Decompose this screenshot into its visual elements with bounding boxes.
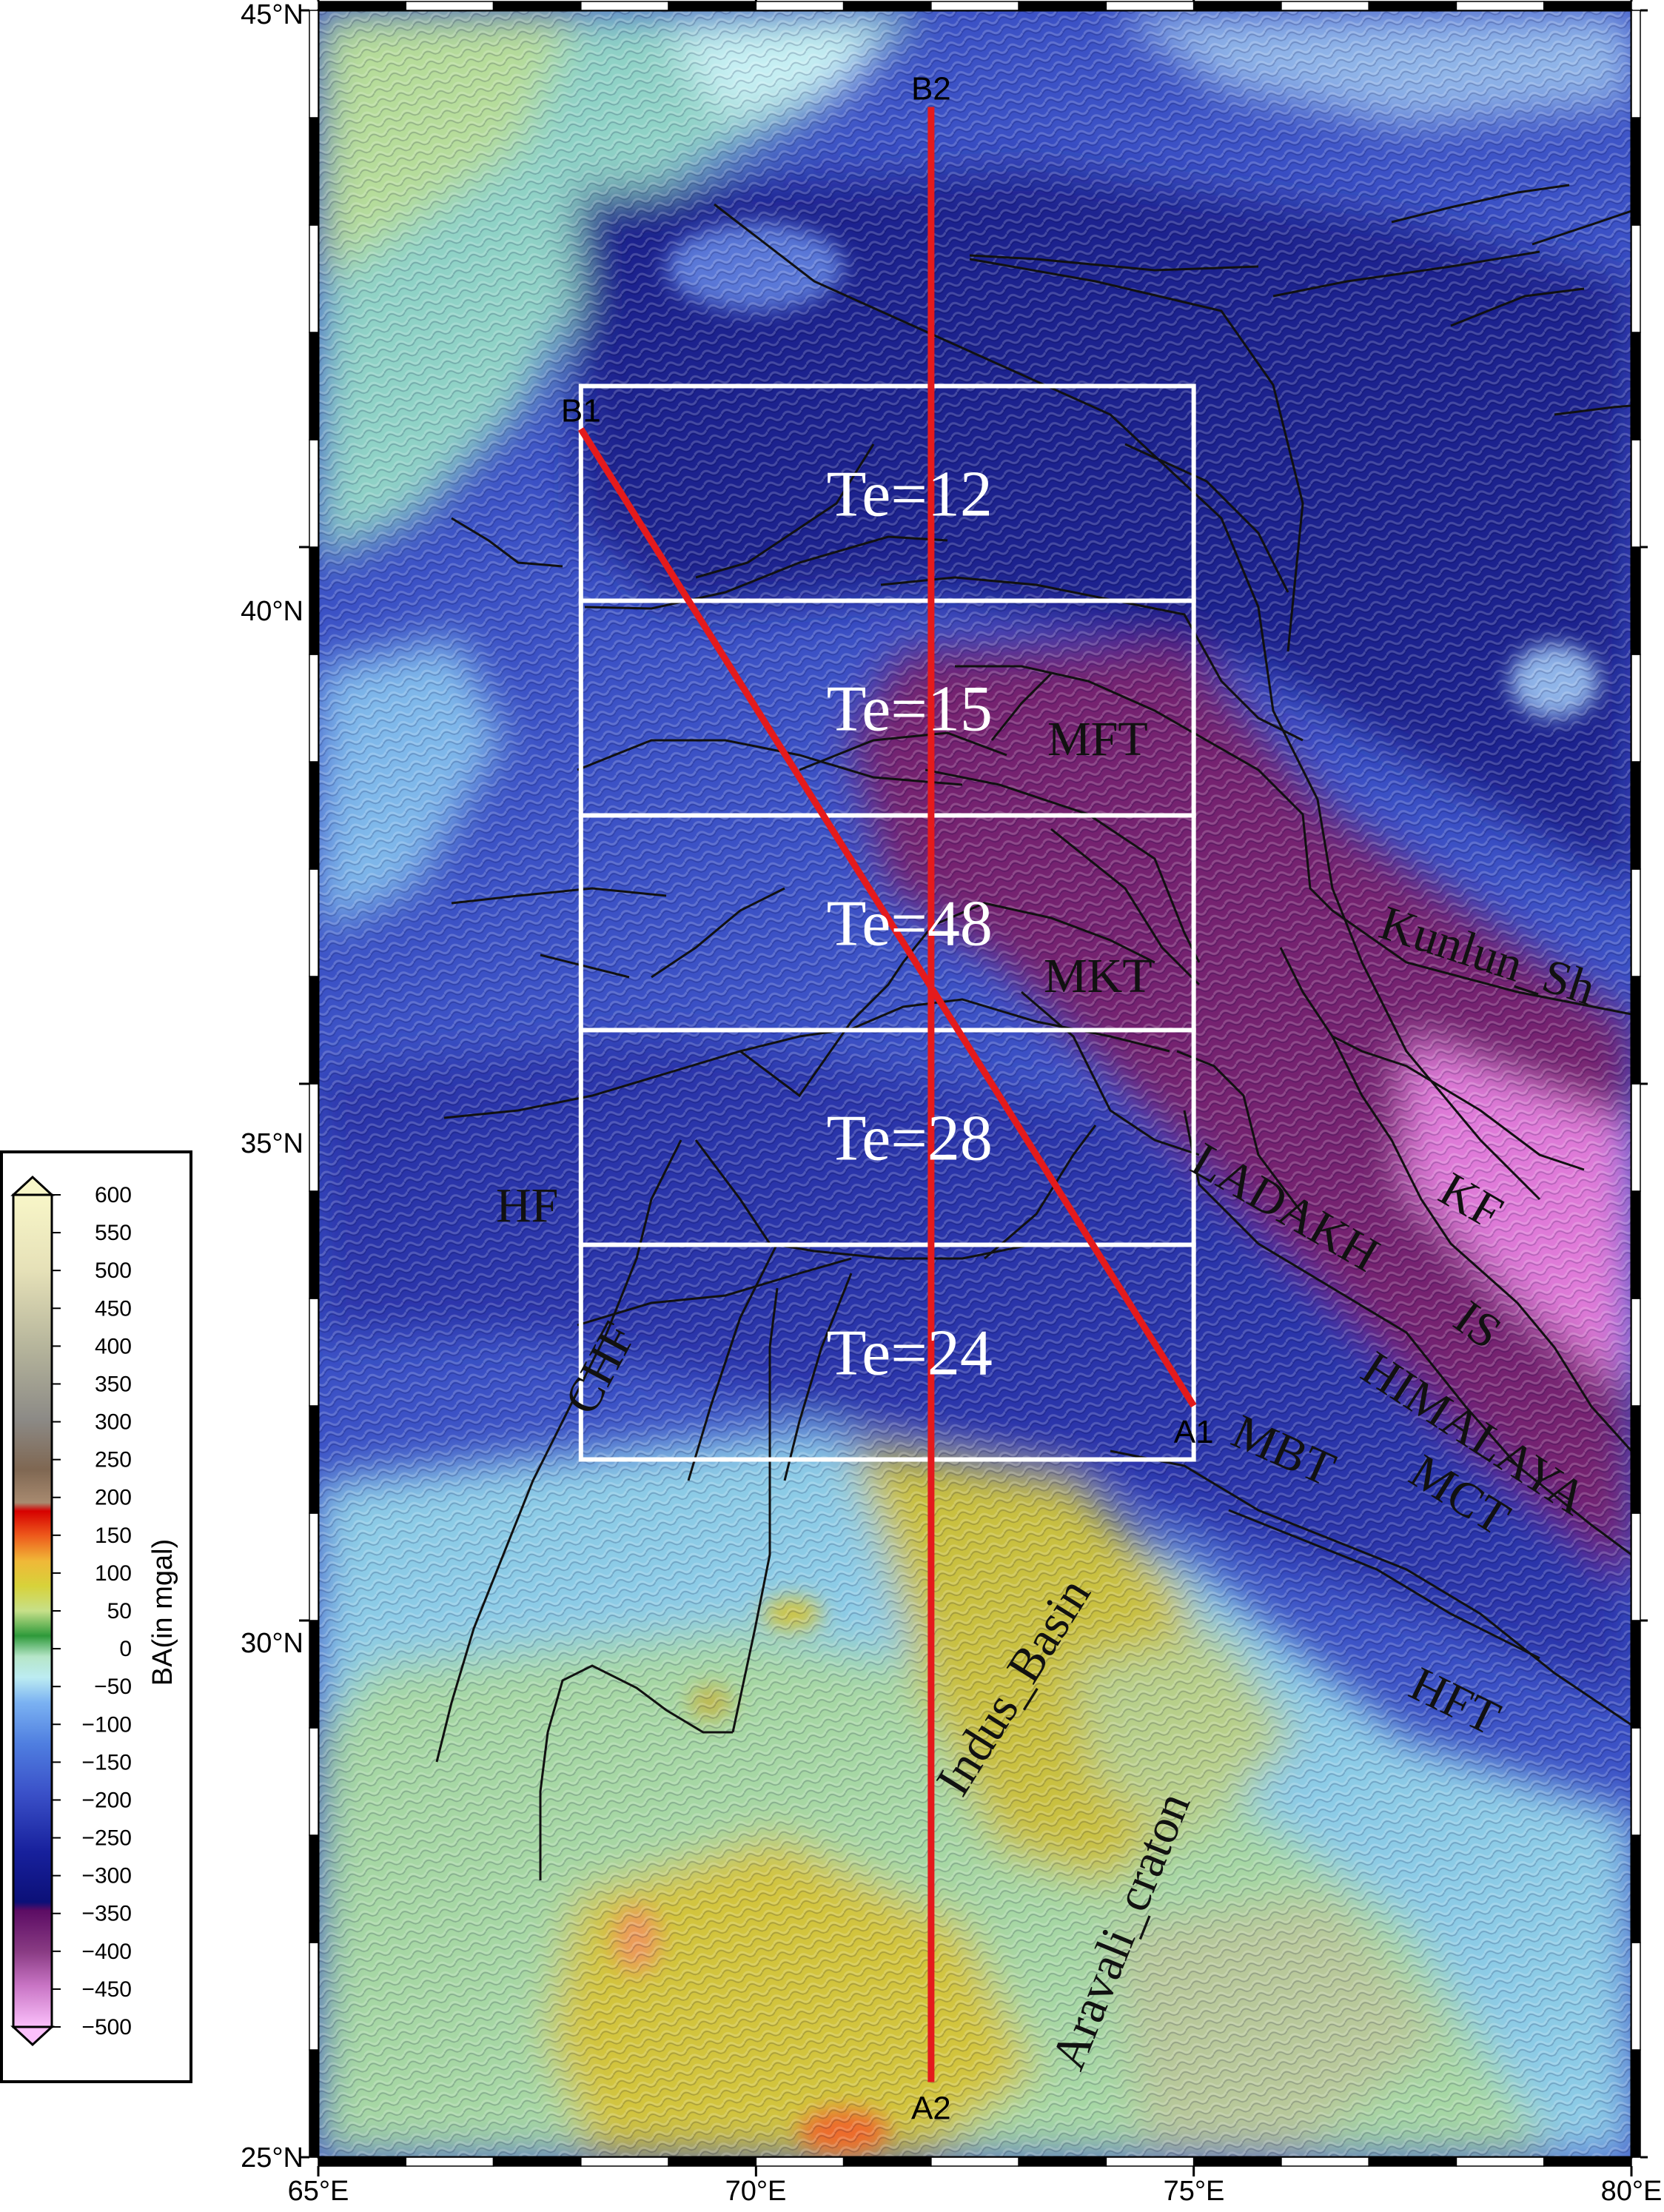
- colorbar-tick-label: 200: [95, 1486, 132, 1510]
- x-tick-label: 75°E: [1164, 2176, 1225, 2207]
- colorbar-ramp: [12, 1193, 53, 2028]
- colorbar-tick-label: −250: [81, 1826, 132, 1851]
- colorbar-tick-label: 300: [95, 1410, 132, 1435]
- x-tick-label: 80°E: [1601, 2176, 1663, 2207]
- te-boxes: [578, 383, 1196, 1462]
- te-label: Te=28: [827, 1103, 993, 1175]
- profile-end-label: B2: [911, 71, 951, 107]
- te-label: Te=12: [827, 459, 993, 531]
- te-label: Te=48: [827, 888, 993, 960]
- te-labels: Te=12 Te=15 Te=48 Te=28 Te=24: [827, 459, 993, 1390]
- colorbar-tick-label: 0: [119, 1637, 132, 1661]
- y-axis: 25°N 30°N 35°N 40°N 45°N: [241, 0, 303, 2174]
- te-label: Te=15: [827, 674, 993, 745]
- y-tick-label: 30°N: [241, 1628, 303, 1659]
- label-hf: HF: [496, 1179, 558, 1233]
- x-tick-label: 65°E: [288, 2176, 349, 2207]
- colorbar-tick-label: 150: [95, 1524, 132, 1548]
- colorbar-tick-label: 350: [95, 1372, 132, 1396]
- colorbar: 600550500450400350300250200150100500−50−…: [0, 1150, 192, 2083]
- gravity-anomaly-field: [318, 10, 1631, 2157]
- colorbar-tick-label: −400: [81, 1940, 132, 1964]
- profile-a1-b1-line: [577, 427, 1197, 1408]
- map-frame: [299, 0, 1648, 2176]
- colorbar-tick-label: 500: [95, 1259, 132, 1283]
- x-axis: 65°E 70°E 75°E 80°E: [288, 2176, 1663, 2207]
- colorbar-tick-label: 550: [95, 1221, 132, 1245]
- x-tick-label: 70°E: [725, 2176, 787, 2207]
- colorbar-tick-label: 100: [95, 1561, 132, 1586]
- profile-end-label: B1: [561, 393, 601, 429]
- y-tick-label: 40°N: [241, 596, 303, 627]
- label-mkt: MKT: [1044, 949, 1153, 1003]
- colorbar-tick-label: −100: [81, 1712, 132, 1737]
- colorbar-tick-label: 50: [107, 1599, 132, 1623]
- y-tick-label: 45°N: [241, 0, 303, 30]
- profiles: A2 B2 A1 B1: [561, 71, 1214, 2127]
- profile-start-label: A1: [1174, 1414, 1214, 1450]
- colorbar-tick-label: −350: [81, 1902, 132, 1926]
- colorbar-ticks: 600550500450400350300250200150100500−50−…: [52, 1183, 132, 2040]
- colorbar-tick-label: 250: [95, 1448, 132, 1472]
- colorbar-tick-label: −500: [81, 2015, 132, 2040]
- y-tick-label: 35°N: [241, 1128, 303, 1159]
- colorbar-tick-label: 450: [95, 1296, 132, 1321]
- label-mft: MFT: [1047, 712, 1148, 766]
- te-label: Te=24: [827, 1318, 993, 1390]
- te-box: [578, 1242, 1196, 1462]
- colorbar-label: BA(in mgal): [147, 1539, 178, 1686]
- colorbar-tick-label: 600: [95, 1183, 132, 1207]
- colorbar-tick-label: −200: [81, 1788, 132, 1812]
- colorbar-bottom-arrow: [10, 2025, 55, 2047]
- profile-start-label: A2: [911, 2091, 951, 2127]
- colorbar-tick-label: 400: [95, 1334, 132, 1358]
- colorbar-tick-label: −450: [81, 1977, 132, 2002]
- colorbar-tick-label: −150: [81, 1750, 132, 1774]
- colorbar-tick-label: −50: [94, 1675, 132, 1699]
- colorbar-tick-label: −300: [81, 1864, 132, 1888]
- fault-lines: [435, 184, 1631, 1880]
- y-tick-label: 25°N: [241, 2142, 303, 2174]
